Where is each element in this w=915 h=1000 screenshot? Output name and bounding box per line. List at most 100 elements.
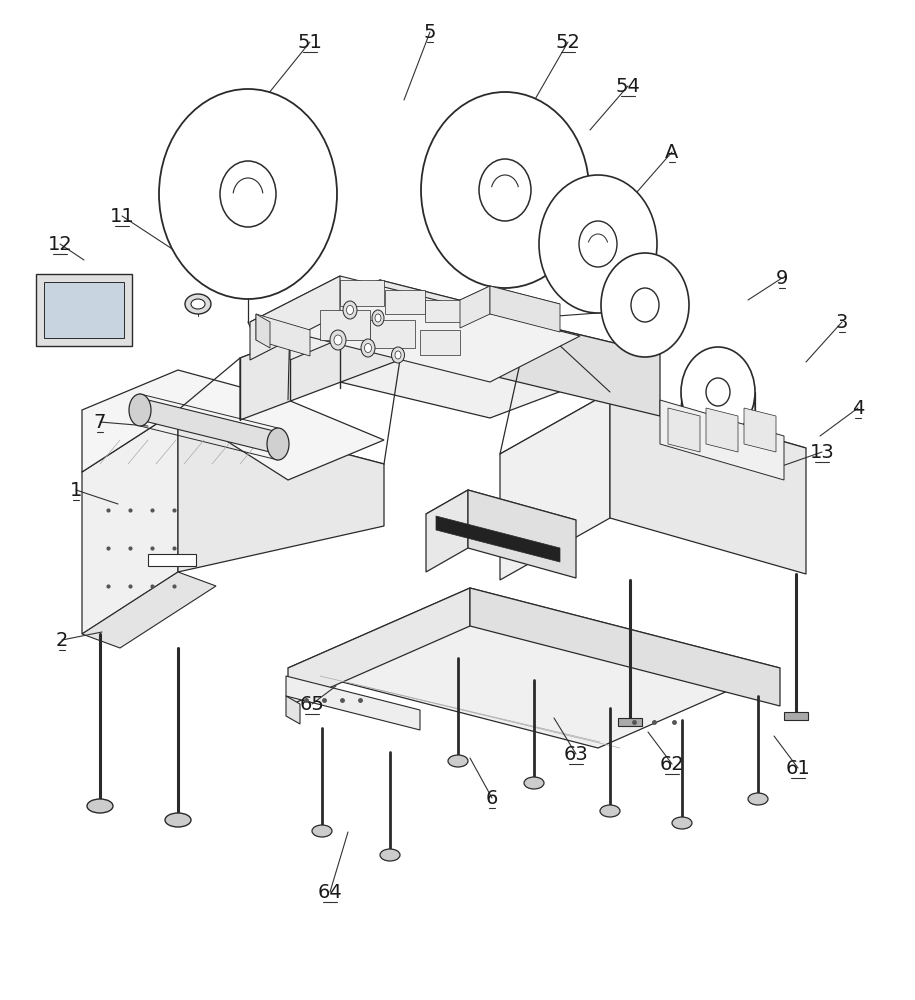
Ellipse shape	[312, 825, 332, 837]
Ellipse shape	[681, 347, 755, 437]
Ellipse shape	[159, 89, 337, 299]
Ellipse shape	[165, 813, 191, 827]
Polygon shape	[82, 572, 216, 648]
Ellipse shape	[748, 793, 768, 805]
Text: 4: 4	[852, 398, 864, 418]
Polygon shape	[668, 408, 700, 452]
Ellipse shape	[343, 301, 357, 319]
Text: 5: 5	[424, 22, 436, 41]
Polygon shape	[744, 408, 776, 452]
Text: 62: 62	[660, 754, 684, 774]
Ellipse shape	[330, 330, 346, 350]
Ellipse shape	[479, 159, 531, 221]
Polygon shape	[420, 330, 460, 355]
Polygon shape	[178, 410, 384, 572]
Ellipse shape	[448, 755, 468, 767]
Polygon shape	[784, 712, 808, 720]
Text: 12: 12	[48, 234, 72, 253]
Polygon shape	[290, 280, 530, 356]
Ellipse shape	[421, 92, 589, 288]
Polygon shape	[82, 410, 178, 634]
Polygon shape	[240, 294, 660, 418]
Polygon shape	[288, 588, 780, 748]
Polygon shape	[706, 408, 738, 452]
Text: 13: 13	[810, 442, 834, 462]
Text: 6: 6	[486, 788, 498, 808]
Ellipse shape	[380, 849, 400, 861]
Ellipse shape	[347, 306, 353, 314]
Text: 3: 3	[835, 312, 848, 332]
Ellipse shape	[87, 799, 113, 813]
Polygon shape	[500, 392, 610, 580]
Polygon shape	[288, 588, 470, 706]
Polygon shape	[460, 286, 560, 318]
Polygon shape	[320, 310, 370, 340]
Polygon shape	[660, 400, 784, 480]
Text: 52: 52	[555, 32, 580, 51]
Polygon shape	[250, 276, 580, 382]
Polygon shape	[286, 676, 420, 730]
Ellipse shape	[631, 288, 659, 322]
Polygon shape	[385, 290, 425, 314]
Text: 65: 65	[299, 694, 325, 714]
Ellipse shape	[372, 310, 384, 326]
Ellipse shape	[392, 347, 404, 363]
Polygon shape	[426, 490, 576, 544]
Ellipse shape	[185, 294, 211, 314]
Polygon shape	[460, 286, 490, 328]
Polygon shape	[470, 588, 780, 706]
Text: 1: 1	[70, 481, 82, 499]
Polygon shape	[140, 398, 278, 454]
Ellipse shape	[539, 175, 657, 313]
Text: 9: 9	[776, 268, 788, 288]
Ellipse shape	[361, 339, 375, 357]
Text: 14: 14	[48, 272, 72, 292]
Text: 51: 51	[297, 32, 322, 51]
Polygon shape	[82, 370, 384, 480]
Polygon shape	[610, 392, 806, 574]
Polygon shape	[426, 490, 468, 572]
Ellipse shape	[191, 299, 205, 309]
Polygon shape	[436, 516, 560, 562]
Ellipse shape	[267, 428, 289, 460]
Text: 2: 2	[56, 631, 69, 650]
Text: 7: 7	[94, 412, 106, 432]
Polygon shape	[370, 320, 415, 348]
Ellipse shape	[600, 805, 620, 817]
Polygon shape	[618, 718, 642, 726]
Polygon shape	[44, 282, 124, 338]
Text: 54: 54	[616, 77, 640, 96]
Ellipse shape	[220, 161, 276, 227]
Polygon shape	[425, 300, 463, 322]
Ellipse shape	[524, 777, 544, 789]
Polygon shape	[500, 392, 806, 510]
Text: B: B	[653, 272, 667, 292]
Text: A: A	[665, 142, 679, 161]
Polygon shape	[380, 280, 530, 360]
Ellipse shape	[334, 335, 342, 345]
Polygon shape	[148, 554, 196, 566]
Text: 61: 61	[786, 758, 811, 778]
Ellipse shape	[395, 351, 401, 359]
Ellipse shape	[579, 221, 617, 267]
Ellipse shape	[672, 817, 692, 829]
Polygon shape	[490, 286, 560, 332]
Text: 11: 11	[110, 207, 135, 226]
Polygon shape	[410, 294, 660, 416]
Ellipse shape	[375, 314, 381, 322]
Ellipse shape	[706, 378, 730, 406]
Polygon shape	[82, 410, 384, 526]
Ellipse shape	[364, 344, 371, 353]
Polygon shape	[290, 280, 380, 360]
Polygon shape	[250, 276, 340, 360]
Text: 64: 64	[318, 882, 342, 902]
Polygon shape	[256, 314, 310, 356]
Ellipse shape	[129, 394, 151, 426]
Polygon shape	[340, 280, 384, 306]
Text: 63: 63	[564, 744, 588, 764]
Polygon shape	[286, 696, 300, 724]
Polygon shape	[256, 314, 270, 348]
Polygon shape	[468, 490, 576, 578]
Polygon shape	[240, 294, 410, 420]
Polygon shape	[36, 274, 132, 346]
